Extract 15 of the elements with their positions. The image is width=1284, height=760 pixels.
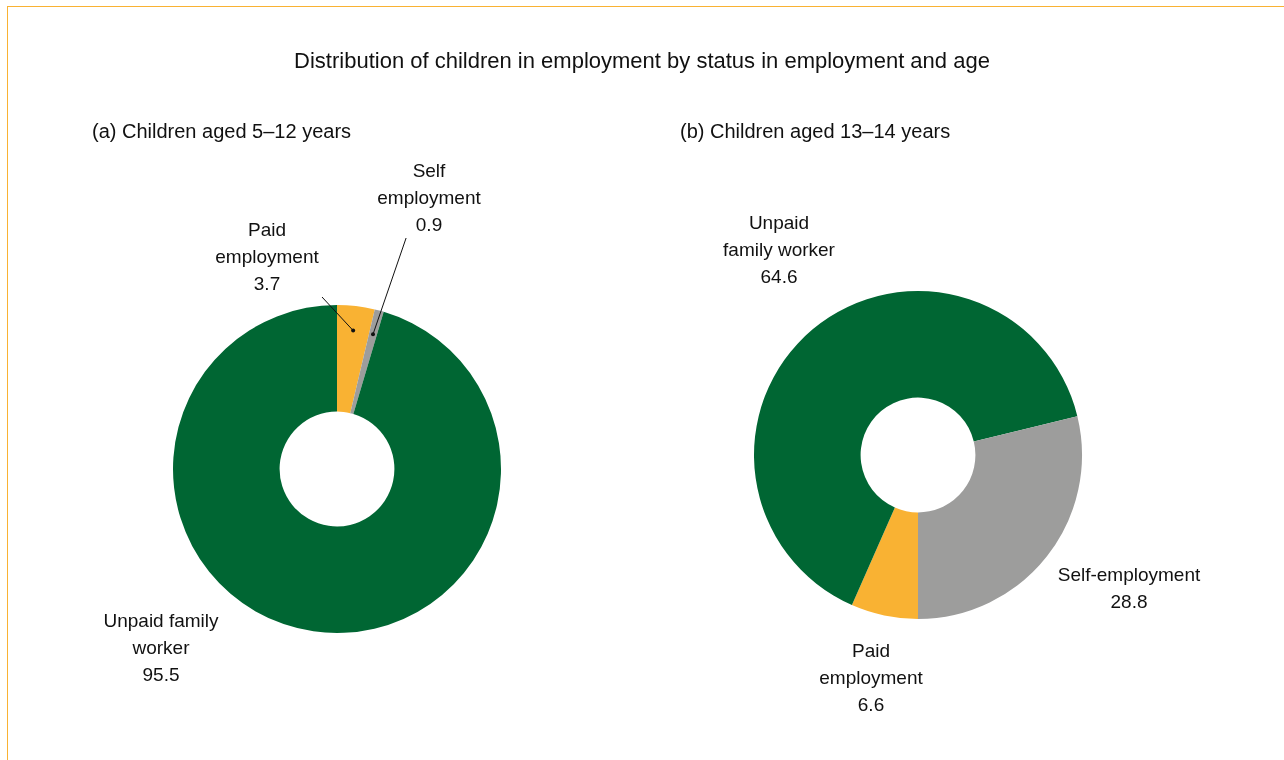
slice-label: Paid employment (819, 640, 924, 689)
slice-label: Paid employment (215, 219, 320, 268)
data-label: 95.5 (142, 664, 180, 686)
slice-label: Unpaid family worker (723, 212, 836, 261)
data-label: 6.6 (857, 694, 885, 716)
data-label: 3.7 (253, 273, 281, 295)
slice-label: Unpaid family worker (103, 610, 220, 659)
data-label: 0.9 (415, 214, 443, 236)
slice-label: Self-employment (1057, 564, 1201, 586)
data-label: 64.6 (760, 266, 798, 288)
slice-label: Self employment (377, 160, 482, 209)
data-label: 28.8 (1110, 591, 1148, 613)
chart-subtitle: (a) Children aged 5–12 years (92, 120, 352, 143)
chart-subtitle: (b) Children aged 13–14 years (680, 120, 951, 143)
text: Distribution of children in employment by status in employment and age (293, 48, 991, 74)
